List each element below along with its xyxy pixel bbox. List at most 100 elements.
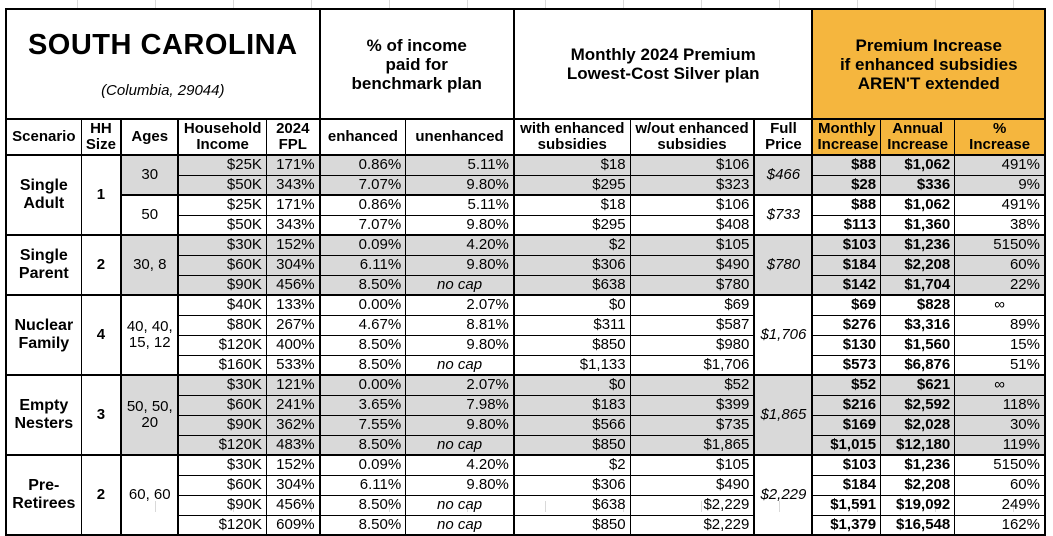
annual-increase-cell: $12,180: [880, 434, 956, 456]
premium-without-subsidies-cell: $980: [629, 334, 755, 356]
hh-size-cell: 2: [80, 454, 122, 536]
col-header-scenario: Scenario: [5, 118, 82, 157]
premium-without-subsidies-cell: $780: [629, 274, 755, 296]
monthly-increase-cell: $113: [811, 214, 882, 236]
enhanced-pct-cell: 8.50%: [319, 434, 407, 456]
monthly-increase-cell: $184: [811, 474, 882, 496]
annual-increase-cell: $1,560: [880, 334, 956, 356]
pct-increase-cell: 38%: [954, 214, 1046, 236]
unenhanced-pct-cell: 2.07%: [405, 374, 515, 396]
unenhanced-pct-cell: 4.20%: [405, 454, 515, 476]
hh-size-cell: 3: [80, 374, 122, 456]
annual-increase-cell: $1,236: [880, 234, 956, 256]
fpl-cell: 304%: [265, 474, 321, 496]
table-title-row: SOUTH CAROLINA (Columbia, 29044) % of in…: [5, 8, 1046, 121]
pct-increase-cell: 30%: [954, 414, 1046, 436]
annual-increase-cell: $828: [880, 294, 956, 316]
income-cell: $120K: [177, 334, 267, 356]
monthly-increase-cell: $573: [811, 354, 882, 376]
premium-with-subsidies-cell: $0: [513, 374, 631, 396]
annual-increase-cell: $621: [880, 374, 956, 396]
premium-with-subsidies-cell: $2: [513, 454, 631, 476]
premium-with-subsidies-cell: $183: [513, 394, 631, 416]
enhanced-pct-cell: 0.00%: [319, 294, 407, 316]
enhanced-pct-cell: 0.09%: [319, 454, 407, 476]
monthly-increase-cell: $216: [811, 394, 882, 416]
table-row: Nuclear Family 4 40, 40, 15, 12 $40K 133% 0.0…: [5, 294, 1046, 376]
income-cell: $90K: [177, 274, 267, 296]
table-row: Single Parent 2 30, 8 $30K 152% 0.09% 4.20% $2 $…: [5, 234, 1046, 296]
premium-with-subsidies-cell: $306: [513, 474, 631, 496]
fpl-cell: 456%: [265, 494, 321, 516]
premium-with-subsidies-cell: $1,133: [513, 354, 631, 376]
col-header-hh-size: HH Size: [80, 118, 122, 157]
pct-increase-cell: 119%: [954, 434, 1046, 456]
table-row: $120K 483% 8.50% no cap $850 $1,865 $1,015 $12,…: [6, 434, 1046, 456]
enhanced-pct-cell: 8.50%: [319, 274, 407, 296]
col-header-enhanced: enhanced: [319, 118, 407, 157]
table-row: $50K 343% 7.07% 9.80% $295 $323 $28 $336 9%: [6, 174, 1046, 196]
premium-with-subsidies-cell: $638: [513, 274, 631, 296]
pct-increase-cell: 60%: [954, 254, 1046, 276]
fpl-cell: 152%: [265, 454, 321, 476]
unenhanced-pct-cell: no cap: [405, 274, 515, 296]
table-title-cell: SOUTH CAROLINA (Columbia, 29044): [5, 8, 321, 121]
pct-increase-cell: 51%: [954, 354, 1046, 376]
pct-increase-cell: 491%: [954, 194, 1046, 216]
enhanced-pct-cell: 0.09%: [319, 234, 407, 256]
income-cell: $90K: [177, 494, 267, 516]
income-cell: $50K: [177, 174, 267, 196]
premium-with-subsidies-cell: $311: [513, 314, 631, 336]
premium-with-subsidies-cell: $566: [513, 414, 631, 436]
monthly-increase-cell: $130: [811, 334, 882, 356]
premium-without-subsidies-cell: $105: [629, 454, 755, 476]
col-header-annual-increase: Annual Increase: [880, 118, 956, 157]
premium-without-subsidies-cell: $735: [629, 414, 755, 436]
fpl-cell: 171%: [265, 154, 321, 176]
enhanced-pct-cell: 8.50%: [319, 514, 407, 536]
enhanced-pct-cell: 8.50%: [319, 354, 407, 376]
monthly-increase-cell: $142: [811, 274, 882, 296]
fpl-cell: 304%: [265, 254, 321, 276]
unenhanced-pct-cell: no cap: [405, 494, 515, 516]
premium-with-subsidies-cell: $850: [513, 434, 631, 456]
unenhanced-pct-cell: 9.80%: [405, 334, 515, 356]
premium-with-subsidies-cell: $850: [513, 334, 631, 356]
annual-increase-cell: $336: [880, 174, 956, 196]
fpl-cell: 400%: [265, 334, 321, 356]
premium-with-subsidies-cell: $2: [513, 234, 631, 256]
unenhanced-pct-cell: 8.81%: [405, 314, 515, 336]
income-cell: $25K: [177, 194, 267, 216]
col-header-ages: Ages: [120, 118, 180, 157]
scenario-cell: Single Adult: [5, 154, 82, 236]
income-cell: $160K: [177, 354, 267, 376]
premium-with-subsidies-cell: $850: [513, 514, 631, 536]
fpl-cell: 267%: [265, 314, 321, 336]
premium-without-subsidies-cell: $2,229: [629, 494, 755, 516]
premium-with-subsidies-cell: $638: [513, 494, 631, 516]
premium-with-subsidies-cell: $295: [513, 174, 631, 196]
income-cell: $90K: [177, 414, 267, 436]
ages-cell: 30, 8: [120, 234, 180, 296]
col-header-unenhanced: unenhanced: [405, 118, 515, 157]
pct-increase-cell: 491%: [954, 154, 1046, 176]
enhanced-pct-cell: 0.86%: [319, 154, 407, 176]
table-row: Single Adult 1 30 $25K 171% 0.86% 5.11% $18 $106…: [5, 154, 1046, 236]
enhanced-pct-cell: 0.86%: [319, 194, 407, 216]
pct-increase-cell: 249%: [954, 494, 1046, 516]
col-header-full-price: Full Price: [753, 118, 814, 157]
fpl-cell: 343%: [265, 174, 321, 196]
annual-increase-cell: $1,360: [880, 214, 956, 236]
premium-with-subsidies-cell: $0: [513, 294, 631, 316]
table-body: Single Adult 1 30 $25K 171% 0.86% 5.11% $18 $106…: [5, 154, 1046, 536]
scenario-cell: Empty Nesters: [5, 374, 82, 456]
location-subtitle: (Columbia, 29044): [101, 81, 225, 99]
enhanced-pct-cell: 7.55%: [319, 414, 407, 436]
enhanced-pct-cell: 8.50%: [319, 334, 407, 356]
premium-without-subsidies-cell: $1,865: [629, 434, 755, 456]
premium-without-subsidies-cell: $587: [629, 314, 755, 336]
annual-increase-cell: $1,062: [880, 194, 956, 216]
fpl-cell: 609%: [265, 514, 321, 536]
section-header-increase: Premium Increase if enhanced subsidies A…: [811, 8, 1046, 121]
ages-cell: 30: [120, 154, 180, 196]
